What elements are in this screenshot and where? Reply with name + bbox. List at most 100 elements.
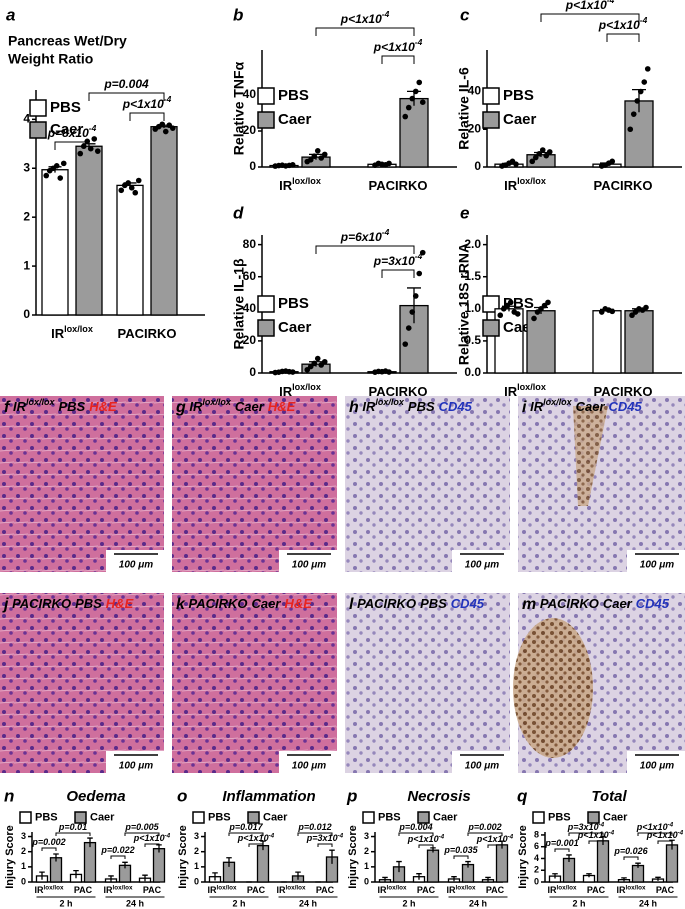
data-point (536, 150, 543, 157)
stain: CD45 (439, 399, 473, 414)
significance-bracket (637, 832, 673, 836)
significance-bracket (554, 848, 570, 852)
p-value: p=0.022 (100, 845, 134, 855)
micrograph-label: k PACIRKO Caer H&E (176, 596, 312, 613)
x-tick-label-part: IR (504, 384, 518, 399)
x-tick-label-part: PAC (316, 885, 335, 895)
p-value-part: p<1x10 (598, 18, 640, 32)
x-tick-label-part: IR (104, 885, 114, 895)
significance-bracket (124, 832, 160, 836)
y-tick-label: 2 (194, 846, 199, 856)
p-value-part: p=0.017 (228, 822, 263, 832)
p-value-part: -4 (439, 833, 445, 840)
p-value: p<1x10-4 (373, 37, 423, 54)
p-value: p=8x10-4 (47, 123, 97, 140)
legend-swatch (29, 99, 47, 117)
panel-letter: k (176, 596, 186, 613)
significance-bracket (467, 832, 503, 836)
p-value-part: p=6x10 (340, 230, 382, 244)
x-tick-label: IRlox/lox (35, 884, 64, 895)
p-value-part: -4 (165, 832, 171, 839)
y-tick-label: 4 (534, 853, 539, 863)
x-tick-label-part: IR (378, 885, 388, 895)
p-value: p=0.002 (31, 837, 65, 847)
treatment: PBS (408, 399, 435, 414)
p-value-part: p=0.002 (467, 822, 501, 832)
p-value-part: p<1x10 (565, 0, 607, 12)
y-tick-label: 20 (243, 123, 257, 137)
p-value-part: p=0.035 (443, 845, 478, 855)
x-tick-label: PACIRKO (369, 178, 428, 193)
legend-swatch (362, 811, 375, 824)
legend-swatch (192, 811, 205, 824)
legend-label: Caer (278, 111, 312, 128)
data-point (409, 309, 416, 315)
scale-bar-label: 100 μm (119, 560, 153, 571)
x-tick-label-part: PAC (417, 885, 436, 895)
y-tick-label: 0 (249, 365, 256, 379)
genotype: IR (362, 399, 376, 414)
y-tick-label: 40 (243, 87, 257, 101)
data-point (643, 304, 649, 311)
data-point (405, 104, 412, 111)
data-point (627, 126, 634, 133)
bar (426, 849, 440, 883)
data-point (169, 125, 176, 131)
data-point (412, 88, 419, 95)
significance-bracket (41, 847, 57, 851)
data-point (311, 360, 318, 367)
group-label: 24 h (639, 898, 657, 908)
data-point (507, 299, 514, 306)
error-bar (552, 873, 558, 879)
error-bar (226, 857, 232, 867)
significance-bracket (110, 855, 126, 859)
genotype: lox/lox (202, 397, 232, 407)
micrograph-label: g IRlox/lox Caer H&E (175, 397, 296, 416)
x-tick-label-part: IR (277, 885, 287, 895)
significance-bracket (418, 844, 434, 848)
scale-bar-bg (279, 751, 337, 773)
x-tick-label-part: lox/lox (217, 884, 237, 891)
genotype: IR (189, 399, 203, 414)
group-label: 2 h (572, 898, 585, 908)
treatment: PBS (75, 596, 102, 611)
stain: CD45 (451, 596, 485, 611)
p-value: p<1x10-4 (646, 829, 684, 840)
micrograph-label: f IRlox/lox PBS H&E (4, 397, 117, 416)
legend-swatch (257, 87, 275, 105)
data-point (289, 369, 296, 375)
p-value-part: -4 (164, 94, 172, 104)
p-value: p<1x10-4 (636, 821, 674, 832)
y-axis-label: Relative 18S rRNA (456, 243, 472, 365)
x-tick-label-part: IR (279, 178, 293, 193)
x-tick-label-part: lox/lox (387, 884, 407, 891)
p-value: p=0.017 (228, 822, 263, 832)
x-tick-label-part: lox/lox (517, 176, 546, 186)
p-value-part: p=3x10 (567, 822, 599, 832)
p-value: p=0.01 (58, 822, 87, 832)
bar (495, 844, 509, 883)
p-value-part: p<1x10 (476, 834, 508, 844)
data-point (314, 148, 321, 154)
genotype: PACIRKO (357, 596, 416, 611)
x-tick-label-part: lox/lox (64, 324, 93, 334)
p-value: p=0.004 (398, 822, 432, 832)
significance-bracket (54, 141, 90, 150)
scale-bar-label: 100 μm (292, 560, 326, 571)
panel-letter: c (460, 5, 470, 24)
significance-bracket (398, 832, 434, 836)
significance-bracket (381, 269, 415, 278)
legend-label: Caer (278, 319, 312, 336)
p-value-part: -4 (415, 37, 423, 47)
p-value-part: p=0.002 (31, 837, 65, 847)
p-value: p=0.035 (443, 845, 478, 855)
p-value: p<1x10-4 (407, 833, 445, 844)
y-tick-label: 0 (364, 876, 369, 886)
genotype: lox/lox (26, 397, 56, 407)
legend-swatch (257, 111, 275, 129)
y-tick-label: 2 (364, 846, 369, 856)
micrograph-label: l PACIRKO PBS CD45 (349, 596, 485, 613)
scale-bar-bg (279, 550, 337, 572)
bar (41, 169, 69, 316)
data-point (545, 299, 551, 306)
